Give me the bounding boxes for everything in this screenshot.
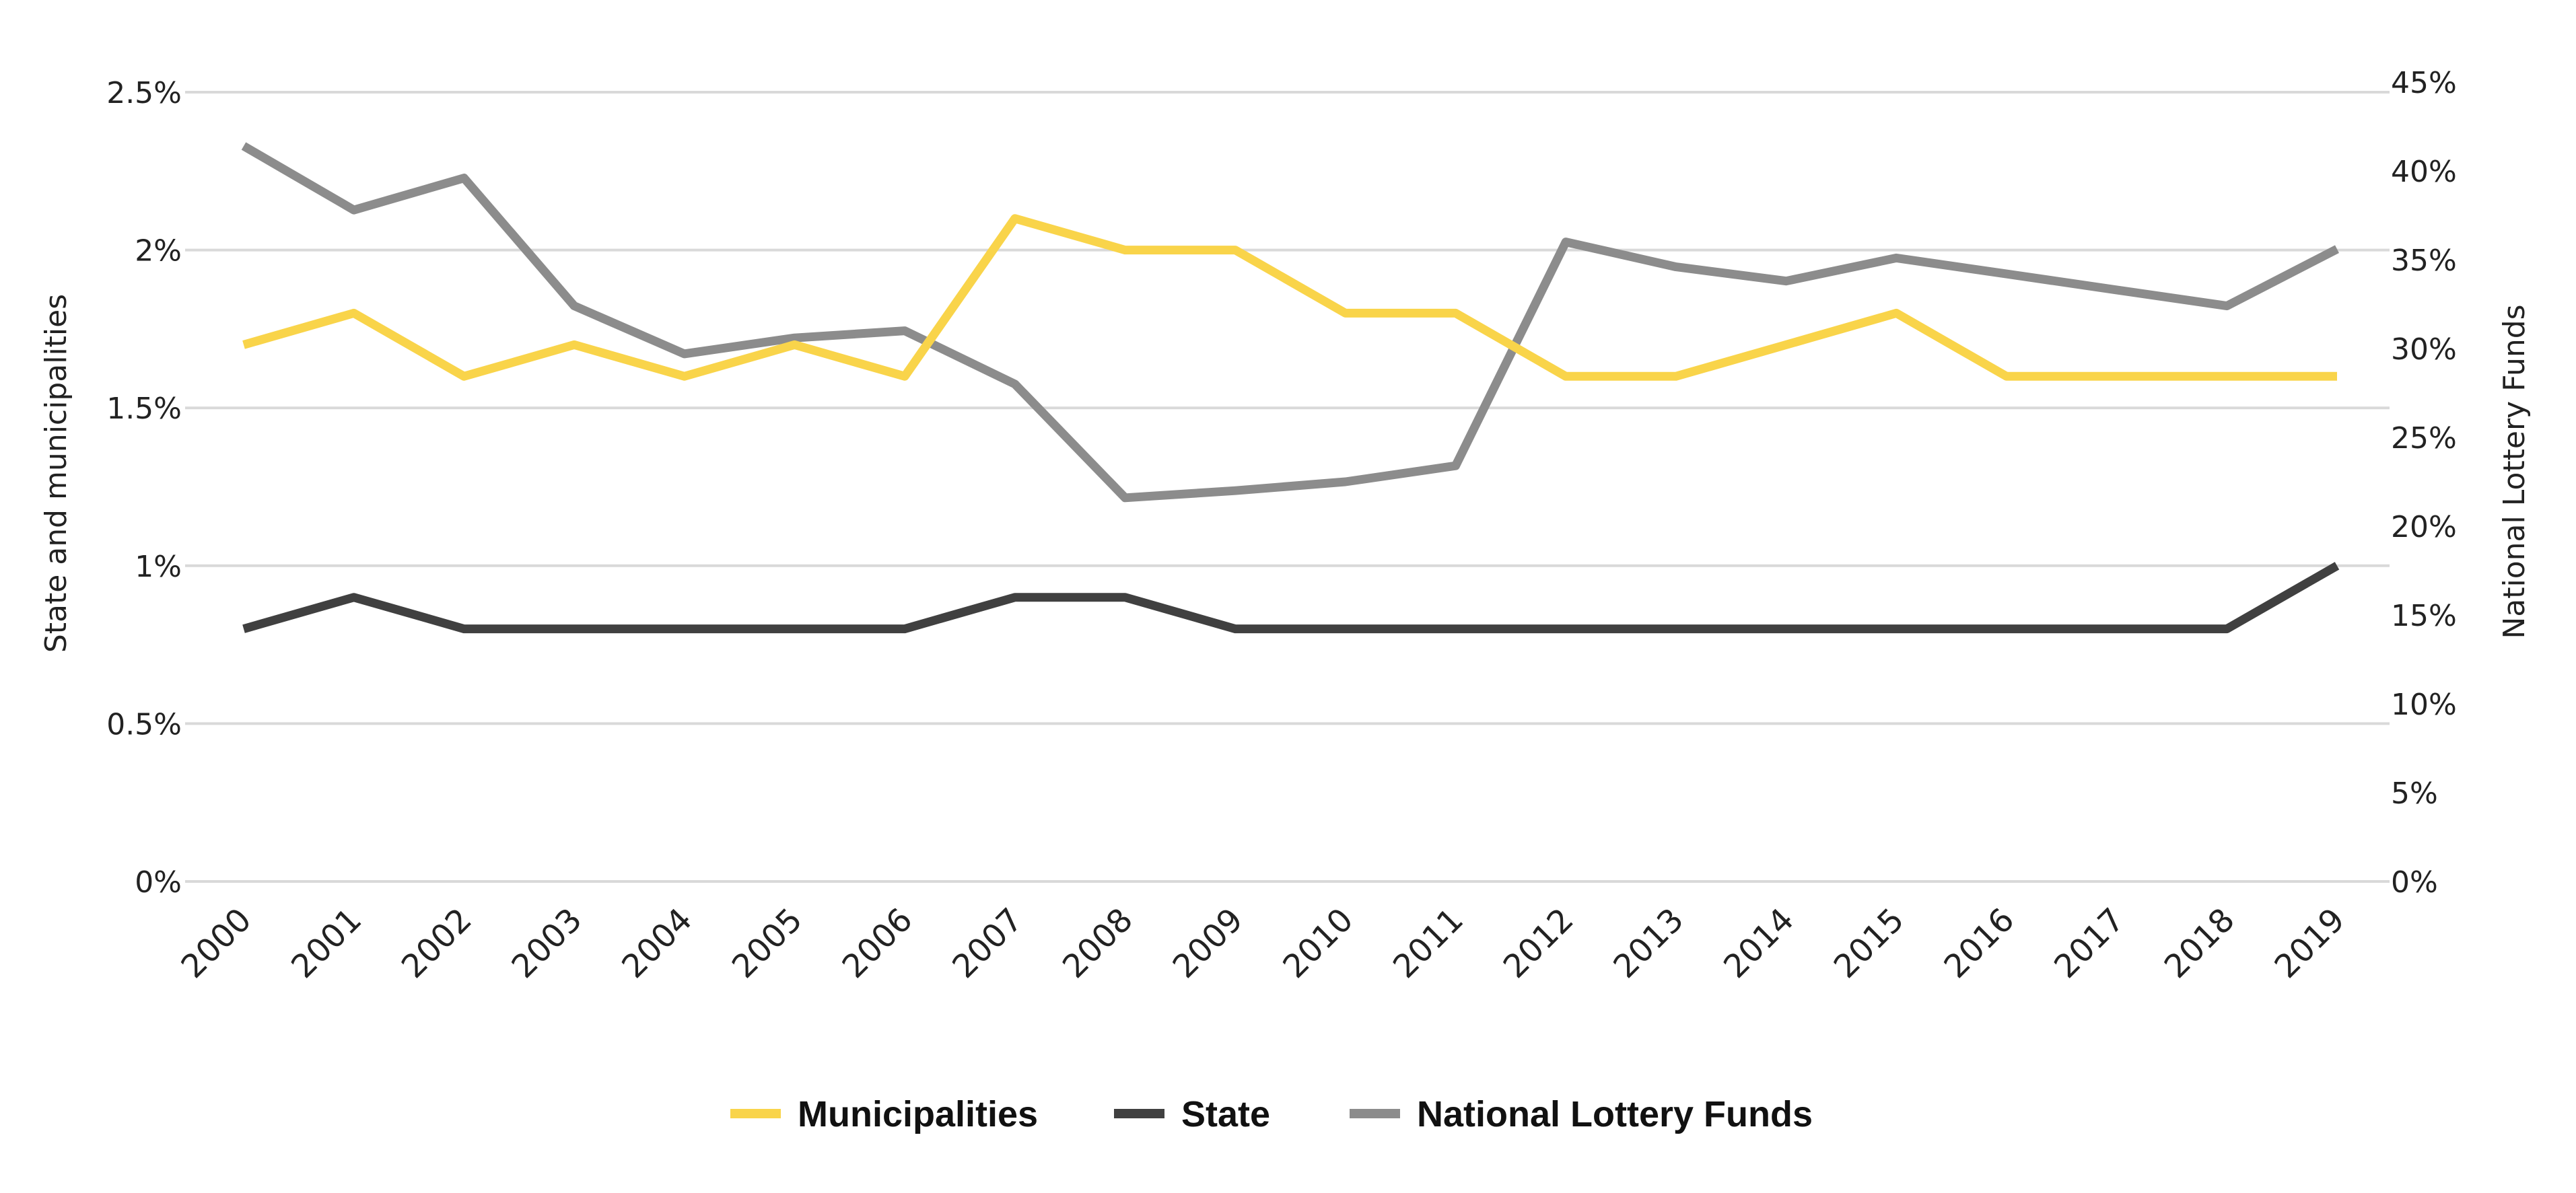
x-tick-label: 2018: [2157, 901, 2242, 986]
x-tick-label: 2008: [1055, 901, 1140, 986]
right-tick-label: 20%: [2391, 510, 2457, 544]
left-axis-ticks: 0% 0.5% 1% 1.5% 2% 2.5%: [106, 76, 182, 900]
right-tick-label: 25%: [2391, 421, 2457, 456]
x-axis-ticks: 2000 2001 2002 2003 2004 2005 2006 2007 2008 2009…: [174, 901, 2353, 986]
left-tick-label: 1.5%: [106, 392, 182, 426]
right-axis-ticks: 0% 5% 10% 15% 20% 25% 30% 35% 40% 45%: [2391, 66, 2457, 900]
legend-label: Municipalities: [798, 1094, 1038, 1134]
legend-label: National Lottery Funds: [1417, 1094, 1813, 1134]
left-tick-label: 1%: [135, 550, 182, 584]
left-tick-label: 2.5%: [106, 76, 182, 110]
x-tick-label: 2011: [1386, 901, 1471, 986]
x-tick-label: 2004: [615, 901, 699, 986]
right-tick-label: 0%: [2391, 865, 2438, 900]
series-line-state: [242, 562, 2340, 634]
series-line-national-lottery-funds: [241, 142, 2339, 503]
right-tick-label: 40%: [2391, 155, 2457, 189]
right-tick-label: 30%: [2391, 332, 2457, 367]
left-axis-title: State and municipalities: [39, 294, 73, 653]
legend: Municipalities State National Lottery Fund…: [730, 1094, 1813, 1134]
x-tick-label: 2010: [1276, 901, 1360, 986]
x-tick-label: 2017: [2047, 901, 2132, 986]
right-tick-label: 35%: [2391, 244, 2457, 278]
x-tick-label: 2019: [2268, 901, 2353, 986]
x-tick-label: 2013: [1606, 901, 1691, 986]
x-tick-label: 2009: [1166, 901, 1251, 986]
right-tick-label: 10%: [2391, 688, 2457, 722]
right-tick-label: 15%: [2391, 599, 2457, 633]
series-line-municipalities: [242, 214, 2337, 381]
x-tick-label: 2016: [1937, 901, 2021, 986]
x-tick-label: 2015: [1827, 901, 1912, 986]
x-tick-label: 2003: [505, 901, 590, 986]
x-tick-label: 2002: [394, 901, 479, 986]
x-tick-label: 2005: [725, 901, 810, 986]
left-tick-label: 0%: [135, 865, 182, 900]
right-axis-title: National Lottery Funds: [2497, 304, 2532, 639]
x-tick-label: 2014: [1716, 901, 1801, 986]
grid-lines: [185, 91, 2390, 883]
x-tick-label: 2001: [284, 901, 369, 986]
left-tick-label: 2%: [135, 234, 182, 268]
x-tick-label: 2006: [835, 901, 920, 986]
series-lines: [241, 142, 2340, 634]
x-tick-label: 2007: [945, 901, 1030, 986]
x-tick-label: 2012: [1496, 901, 1581, 986]
x-tick-label: 2000: [174, 901, 259, 986]
right-tick-label: 45%: [2391, 66, 2457, 100]
legend-label: State: [1181, 1094, 1270, 1134]
right-tick-label: 5%: [2391, 776, 2438, 811]
left-tick-label: 0.5%: [106, 707, 182, 742]
